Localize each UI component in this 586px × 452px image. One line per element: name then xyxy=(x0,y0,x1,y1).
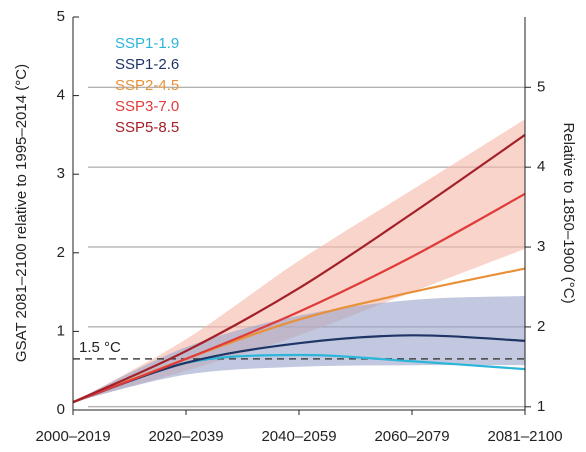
y-tick-label: 5 xyxy=(57,8,65,25)
y2-tick-label: 3 xyxy=(537,238,545,255)
y-tick-label: 4 xyxy=(57,87,65,104)
legend-label: SSP1-1.9 xyxy=(115,35,179,52)
x-tick-label: 2060–2079 xyxy=(374,428,449,445)
reference-label: 1.5 °C xyxy=(79,339,121,356)
legend-label: SSP2-4.5 xyxy=(115,77,179,94)
series-line xyxy=(72,133,526,404)
x-tick-label: 2040–2059 xyxy=(261,428,336,445)
y2-axis-label: Relative to 1850–1900 (°C) xyxy=(560,122,577,303)
y2-tick-label: 2 xyxy=(537,318,545,335)
range-band xyxy=(73,119,525,403)
y-axis-label: GSAT 2081–2100 relative to 1995–2014 (°C… xyxy=(13,64,30,362)
legend-label: SSP3-7.0 xyxy=(115,98,179,115)
y2-tick-label: 4 xyxy=(537,158,545,175)
range-band xyxy=(73,296,525,403)
y-tick-label: 0 xyxy=(57,401,65,418)
y2-tick-label: 1 xyxy=(537,398,545,415)
y-tick-label: 2 xyxy=(57,244,65,261)
x-tick-label: 2020–2039 xyxy=(148,428,223,445)
legend-label: SSP1-2.6 xyxy=(115,56,179,73)
y-tick-label: 1 xyxy=(57,322,65,339)
y2-tick-label: 5 xyxy=(537,78,545,95)
series-line xyxy=(72,192,526,404)
x-tick-label: 2000–2019 xyxy=(35,428,110,445)
y-tick-label: 3 xyxy=(57,165,65,182)
x-tick-label: 2081–2100 xyxy=(487,428,562,445)
legend-label: SSP5-8.5 xyxy=(115,119,179,136)
